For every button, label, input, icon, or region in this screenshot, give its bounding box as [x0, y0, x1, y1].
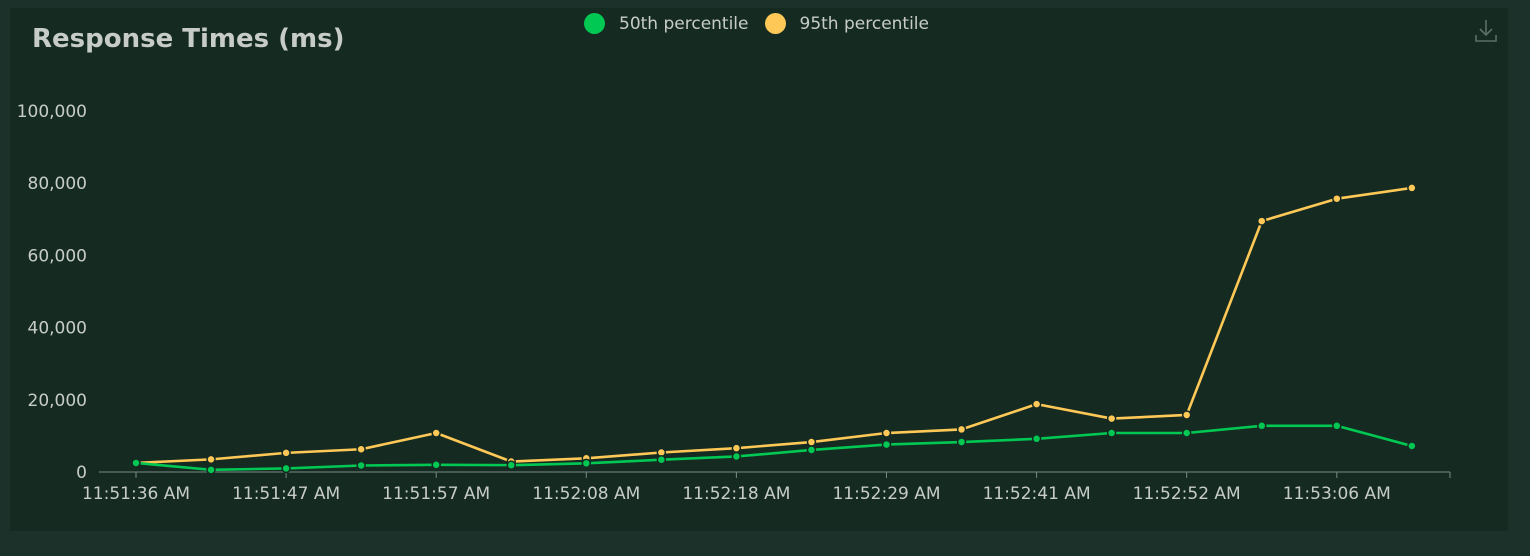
- chart-legend: 50th percentile 95th percentile: [584, 13, 929, 34]
- data-point-p95: [1181, 410, 1192, 420]
- chart-title: Response Times (ms): [32, 24, 345, 54]
- data-point-p50: [881, 439, 892, 450]
- data-point-p95: [1407, 183, 1417, 193]
- x-tick-label: 11:52:18 AM: [682, 484, 790, 504]
- y-tick-label: 100,000: [17, 102, 87, 122]
- data-point-p50: [956, 437, 967, 447]
- y-tick-label: 40,000: [28, 319, 87, 339]
- download-icon: [1475, 20, 1497, 42]
- data-point-p95: [1332, 193, 1342, 204]
- data-point-p95: [281, 448, 291, 458]
- data-point-p50: [581, 458, 592, 469]
- x-tick-label: 11:51:47 AM: [232, 484, 340, 504]
- data-point-p95: [356, 444, 366, 455]
- data-point-p95: [731, 443, 742, 453]
- data-point-p50: [1332, 421, 1342, 431]
- y-axis: 0 20,000 40,000 60,000 80,000 100,000: [17, 102, 87, 483]
- data-point-p95: [956, 424, 967, 435]
- data-point-p50: [431, 460, 441, 470]
- x-tick-label: 11:51:57 AM: [382, 484, 490, 504]
- legend-item-p50[interactable]: 50th percentile: [584, 13, 749, 34]
- data-point-p50: [356, 460, 366, 471]
- data-point-p95: [1257, 216, 1267, 226]
- x-tick-label: 11:51:36 AM: [82, 484, 190, 504]
- data-point-p95: [1031, 399, 1042, 409]
- download-button[interactable]: [1474, 18, 1498, 44]
- data-point-p50: [281, 463, 291, 474]
- data-point-p50: [1257, 421, 1267, 431]
- data-point-p50: [731, 451, 742, 462]
- y-tick-label: 0: [76, 463, 87, 483]
- x-tick-label: 11:52:08 AM: [532, 484, 640, 504]
- x-tick-label: 11:52:52 AM: [1133, 484, 1241, 504]
- x-axis: 11:51:36 AM 11:51:47 AM 11:51:57 AM 11:52:0…: [82, 471, 1451, 504]
- y-tick-label: 20,000: [28, 391, 87, 411]
- data-point-p50: [656, 454, 667, 465]
- legend-label-p95: 95th percentile: [799, 13, 930, 34]
- y-tick-label: 60,000: [28, 246, 87, 266]
- series-line-p50: [135, 424, 1413, 472]
- series-line-p95: [135, 186, 1413, 465]
- data-point-p95: [1106, 413, 1117, 424]
- legend-label-p50: 50th percentile: [619, 13, 749, 34]
- legend-marker-p95: [764, 13, 786, 34]
- x-tick-label: 11:52:29 AM: [832, 484, 940, 504]
- data-point-p50: [806, 445, 817, 455]
- data-point-p50: [506, 460, 516, 470]
- legend-marker-p50: [584, 13, 605, 34]
- series-layer: [131, 183, 1417, 475]
- data-point-p50: [131, 458, 141, 468]
- data-point-p50: [1031, 434, 1042, 444]
- y-tick-label: 80,000: [28, 174, 87, 194]
- data-point-p50: [206, 465, 216, 475]
- x-tick-label: 11:53:06 AM: [1283, 484, 1391, 504]
- data-point-p95: [881, 428, 892, 438]
- data-point-p95: [206, 454, 216, 465]
- data-point-p50: [1407, 441, 1417, 451]
- x-tick-label: 11:52:41 AM: [983, 484, 1091, 504]
- chart-panel: Response Times (ms) 50th percentile 95th…: [10, 8, 1508, 531]
- data-point-p50: [1181, 428, 1192, 438]
- legend-item-p95[interactable]: 95th percentile: [764, 13, 930, 34]
- data-point-p95: [431, 428, 441, 438]
- data-point-p50: [1106, 428, 1117, 438]
- data-point-p95: [806, 437, 817, 447]
